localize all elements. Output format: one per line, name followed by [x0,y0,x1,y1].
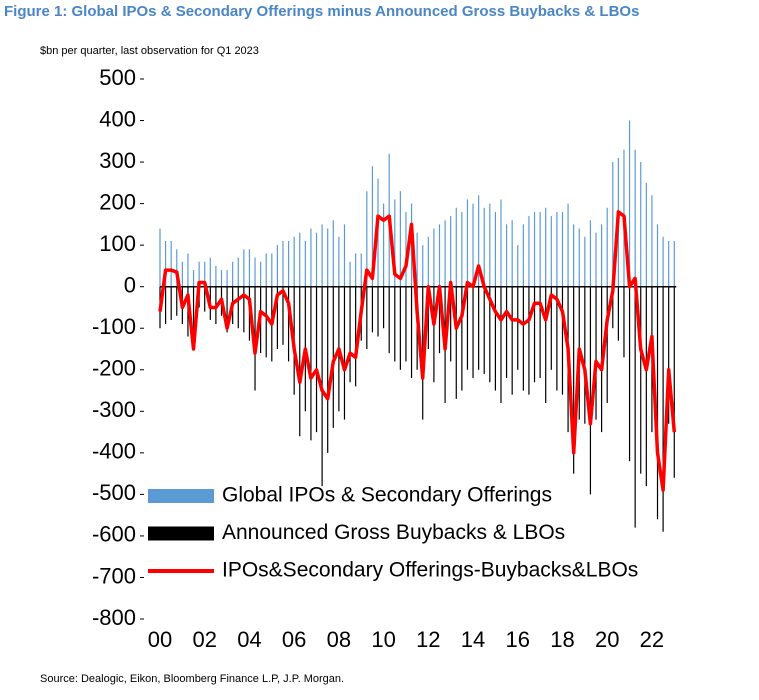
y-tick-label: -600 [92,522,136,547]
y-tick-label: -300 [92,397,136,422]
y-tick-label: 200 [99,189,136,214]
legend-label: IPOs&Secondary Offerings-Buybacks&LBOs [222,559,638,582]
y-tick-label: -700 [92,563,136,588]
source-note: Source: Dealogic, Eikon, Bloomberg Finan… [40,673,344,685]
y-tick-label: 0 [124,273,136,298]
x-tick-label: 06 [282,627,306,652]
x-tick-label: 10 [371,627,395,652]
chart-subtitle: $bn per quarter, last observation for Q1… [40,45,259,57]
legend-swatch [148,489,214,503]
x-tick-label: 12 [416,627,440,652]
legend-label: Global IPOs & Secondary Offerings [222,484,552,507]
line [158,210,677,492]
legend-label: Announced Gross Buybacks & LBOs [222,521,565,544]
x-tick-label: 16 [506,627,530,652]
y-tick-label: -800 [92,605,136,630]
x-tick-label: 20 [595,627,619,652]
x-tick-label: 08 [327,627,351,652]
y-tick-label: -500 [92,480,136,505]
x-tick-label: 04 [237,627,261,652]
y-tick-label: 300 [99,148,136,173]
y-tick-label: -100 [92,314,136,339]
y-tick-label: 100 [99,231,136,256]
y-tick-label: 500 [99,65,136,90]
y-tick-label: -400 [92,439,136,464]
x-tick-label: 14 [461,627,485,652]
y-tick-label: 400 [99,106,136,131]
x-tick-label: 02 [192,627,216,652]
x-tick-label: 00 [148,627,172,652]
chart-title: Figure 1: Global IPOs & Secondary Offeri… [4,3,639,20]
legend-swatch [148,526,214,541]
x-tick-label: 22 [640,627,664,652]
y-tick-label: -200 [92,356,136,381]
x-tick-label: 18 [550,627,574,652]
